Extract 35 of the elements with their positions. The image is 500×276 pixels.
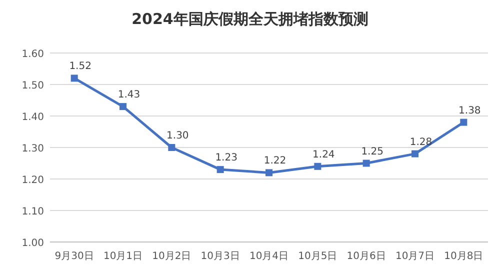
data-label: 1.38	[458, 105, 481, 116]
data-label: 1.24	[312, 149, 335, 160]
point	[120, 103, 126, 110]
point	[412, 150, 418, 158]
data-label: 1.22	[264, 156, 286, 167]
point	[70, 74, 78, 82]
data-label: 1.28	[410, 136, 432, 148]
x-tick-label: 10月6日	[346, 251, 386, 262]
x-tick-label: 9月30日	[54, 251, 94, 262]
y-tick-label: 1.40	[22, 112, 44, 123]
y-tick-label: 1.30	[22, 144, 44, 154]
x-tick-label: 10月4日	[249, 251, 289, 262]
y-tick-label: 1.00	[22, 238, 44, 249]
x-tick-label: 10月5日	[298, 251, 338, 262]
point	[314, 162, 322, 170]
y-tick-label: 1.20	[22, 175, 44, 186]
point	[216, 166, 224, 174]
x-tick-label: 10月8日	[444, 251, 484, 262]
x-tick-label: 10月1日	[103, 251, 143, 262]
y-tick-label: 1.60	[22, 49, 44, 60]
data-label: 1.23	[215, 152, 238, 164]
y-tick-label: 1.50	[22, 80, 44, 92]
data-label: 1.52	[69, 61, 92, 72]
point	[266, 169, 272, 176]
x-tick-label: 10月7日	[395, 251, 435, 262]
data-label: 1.25	[361, 146, 384, 158]
chart-title: 2024年国庆假期全天拥堵指数预测	[132, 10, 368, 28]
x-tick-label: 10月3日	[200, 251, 240, 262]
data-label: 1.30	[166, 130, 189, 142]
x-tick-label: 10月2日	[152, 251, 192, 262]
point	[362, 160, 370, 167]
point	[168, 144, 176, 151]
data-label: 1.43	[118, 90, 140, 101]
point	[460, 118, 468, 126]
y-tick-label: 1.10	[22, 206, 44, 218]
